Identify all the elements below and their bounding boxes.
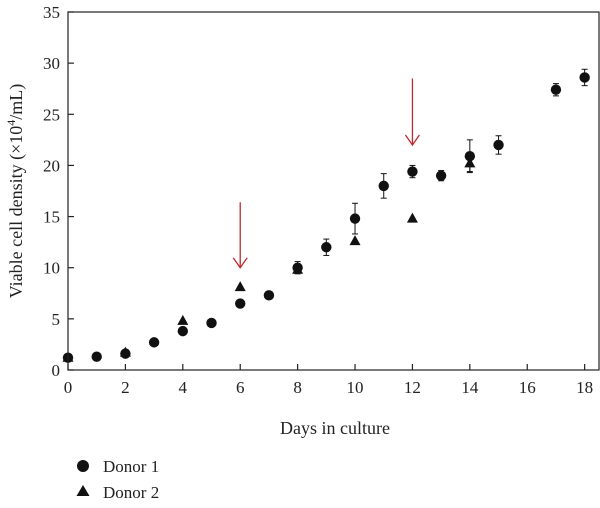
data-point-donor-1 — [321, 238, 332, 256]
x-tick-label: 12 — [404, 378, 421, 397]
legend-marker-donor-1 — [77, 460, 89, 472]
plot-frame — [67, 11, 600, 371]
x-tick-label: 10 — [347, 378, 364, 397]
data-point-donor-2 — [292, 263, 304, 274]
x-tick-label: 14 — [461, 378, 479, 397]
data-point-donor-1 — [91, 351, 102, 362]
data-point-donor-1 — [550, 83, 562, 97]
y-tick-label: 30 — [43, 54, 60, 73]
data-point-donor-1 — [378, 173, 389, 199]
data-point-donor-1 — [493, 135, 504, 155]
annotation-arrow — [232, 202, 248, 269]
y-tick-label: 25 — [43, 105, 60, 124]
data-point-donor-1 — [206, 317, 217, 329]
ticks-layer: 0 2 4 6 8 10 12 14 16 18 0 5 10 15 20 25 30 35 — [43, 3, 593, 397]
x-tick-label: 6 — [236, 378, 245, 397]
points-layer — [62, 68, 590, 363]
y-tick-label: 35 — [43, 3, 60, 22]
data-point-donor-1 — [148, 337, 160, 348]
data-point-donor-1 — [349, 202, 361, 235]
y-axis-title: Viable cell density (×104/mL) — [4, 84, 27, 299]
legend-marker-donor-2 — [76, 485, 90, 496]
x-tick-label: 18 — [576, 378, 593, 397]
data-point-donor-2 — [464, 154, 476, 173]
data-point-donor-2 — [349, 235, 361, 246]
y-tick-label: 20 — [43, 156, 60, 175]
legend-label-donor-1: Donor 1 — [103, 457, 159, 476]
x-tick-label: 0 — [64, 378, 73, 397]
y-tick-label: 10 — [43, 259, 60, 278]
annotation-arrow — [404, 78, 420, 147]
x-tick-label: 16 — [519, 378, 536, 397]
data-point-donor-1 — [407, 164, 418, 179]
data-point-donor-1 — [235, 298, 246, 309]
y-tick-label: 5 — [52, 310, 61, 329]
data-point-donor-2 — [119, 346, 131, 357]
annotations-layer — [232, 78, 420, 269]
y-tick-label: 0 — [52, 361, 61, 380]
x-tick-label: 8 — [293, 378, 302, 397]
data-point-donor-1 — [435, 170, 447, 182]
data-point-donor-1 — [579, 68, 590, 87]
y-axis-title-sup: 4 — [4, 120, 18, 126]
data-point-donor-2 — [234, 281, 246, 292]
x-tick-label: 2 — [121, 378, 130, 397]
y-tick-label: 15 — [43, 208, 60, 227]
legend-label-donor-2: Donor 2 — [103, 483, 159, 502]
data-point-donor-1 — [177, 325, 189, 337]
data-point-donor-1 — [263, 290, 275, 301]
x-tick-label: 4 — [179, 378, 188, 397]
data-point-donor-2 — [177, 314, 189, 325]
data-point-donor-2 — [406, 212, 418, 223]
x-axis-title: Days in culture — [280, 418, 390, 438]
legend: Donor 1 Donor 2 — [76, 457, 159, 502]
